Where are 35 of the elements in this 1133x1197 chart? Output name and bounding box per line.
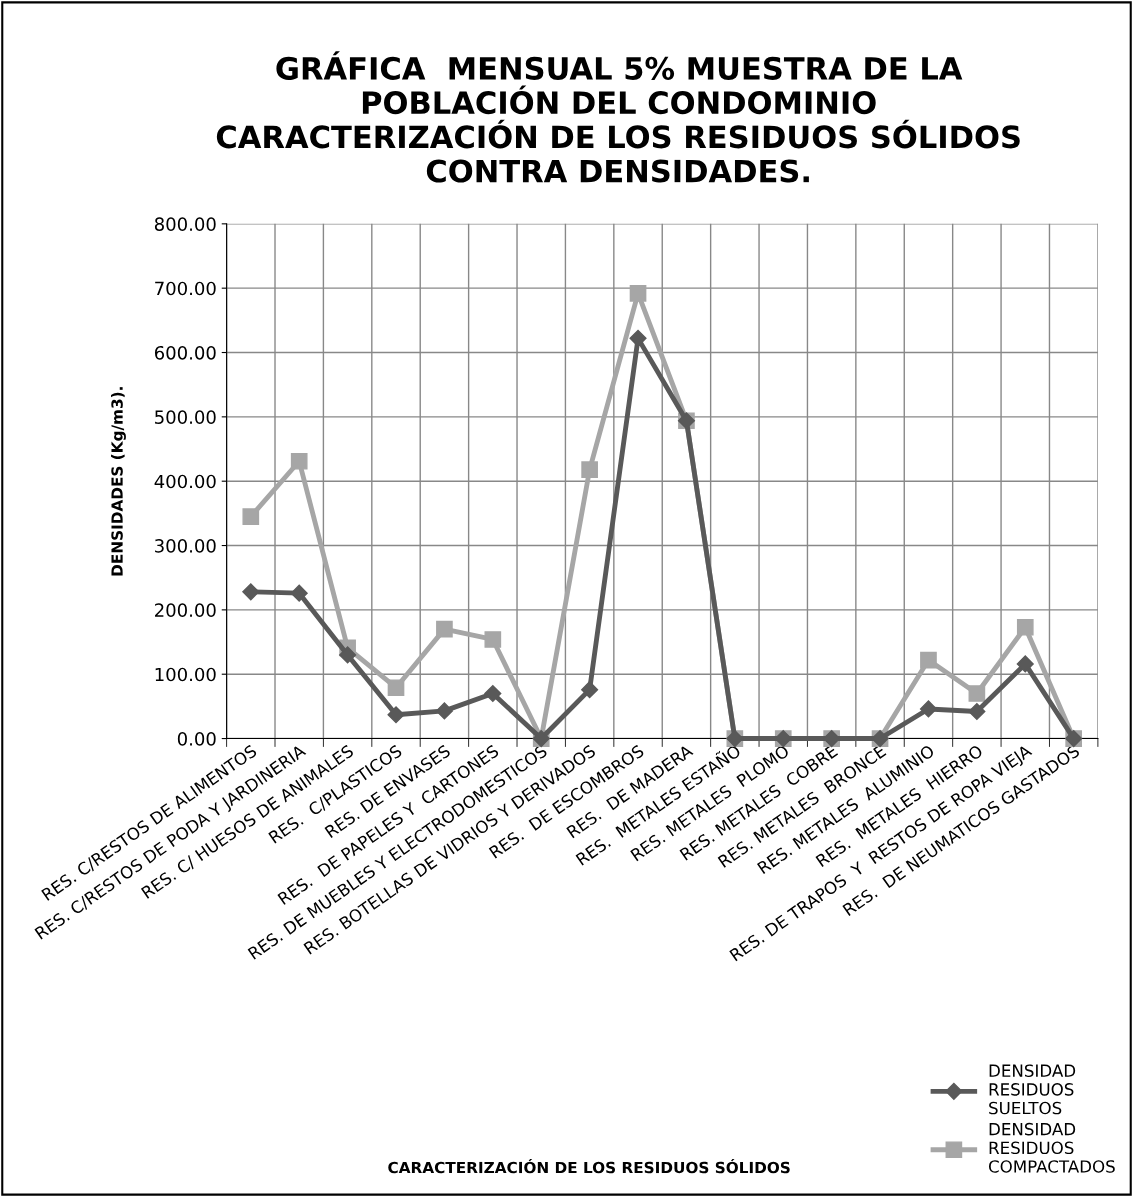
legend-label: DENSIDAD RESIDUOS COMPACTADOS: [988, 1122, 1115, 1173]
y-tick-label: 100.00: [155, 667, 216, 682]
text: CARACTERIZACIÓN DE LOS RESIDUOS SÓLIDOS: [388, 1158, 790, 1174]
point: [920, 651, 937, 669]
point: [629, 284, 647, 302]
y-tick-label: 500.00: [155, 410, 216, 424]
point: [919, 700, 938, 718]
y-tick-label: 600.00: [154, 345, 216, 360]
point: [629, 329, 647, 347]
point: [581, 461, 598, 478]
y-tick-label: 800.00: [154, 217, 216, 231]
y-tick-label: 300.00: [155, 538, 216, 553]
point: [242, 508, 260, 525]
point: [242, 583, 260, 601]
y-tick-label: 400.00: [154, 474, 216, 489]
point: [339, 646, 357, 664]
point: [436, 620, 453, 638]
chart-title: GRÁFICA MENSUAL 5% MUESTRA DE LA POBLACIÓN DEL CONDOMINIO CARACTERIZACIÓN DE LOS RESIDUOS SÓLIDOS CONTRA DENSIDADES.: [216, 51, 1020, 183]
point: [1016, 655, 1034, 673]
point: [387, 706, 405, 724]
point: [581, 681, 599, 699]
point: [435, 702, 453, 720]
y-tick-label: 700.00: [155, 281, 216, 296]
y-axis-title: DENSIDADES (Kg/m3).: [111, 387, 126, 576]
point: [290, 452, 308, 470]
point: [387, 679, 405, 697]
point: [1016, 618, 1034, 636]
point: [968, 685, 986, 702]
point: [968, 702, 986, 721]
legend-label: DENSIDAD RESIDUOS SUELTOS: [989, 1064, 1076, 1115]
point: [484, 684, 502, 703]
y-tick-label: 200.00: [155, 603, 216, 617]
point: [290, 584, 308, 602]
point: [484, 631, 502, 648]
y-tick-label: 0.00: [177, 732, 216, 746]
